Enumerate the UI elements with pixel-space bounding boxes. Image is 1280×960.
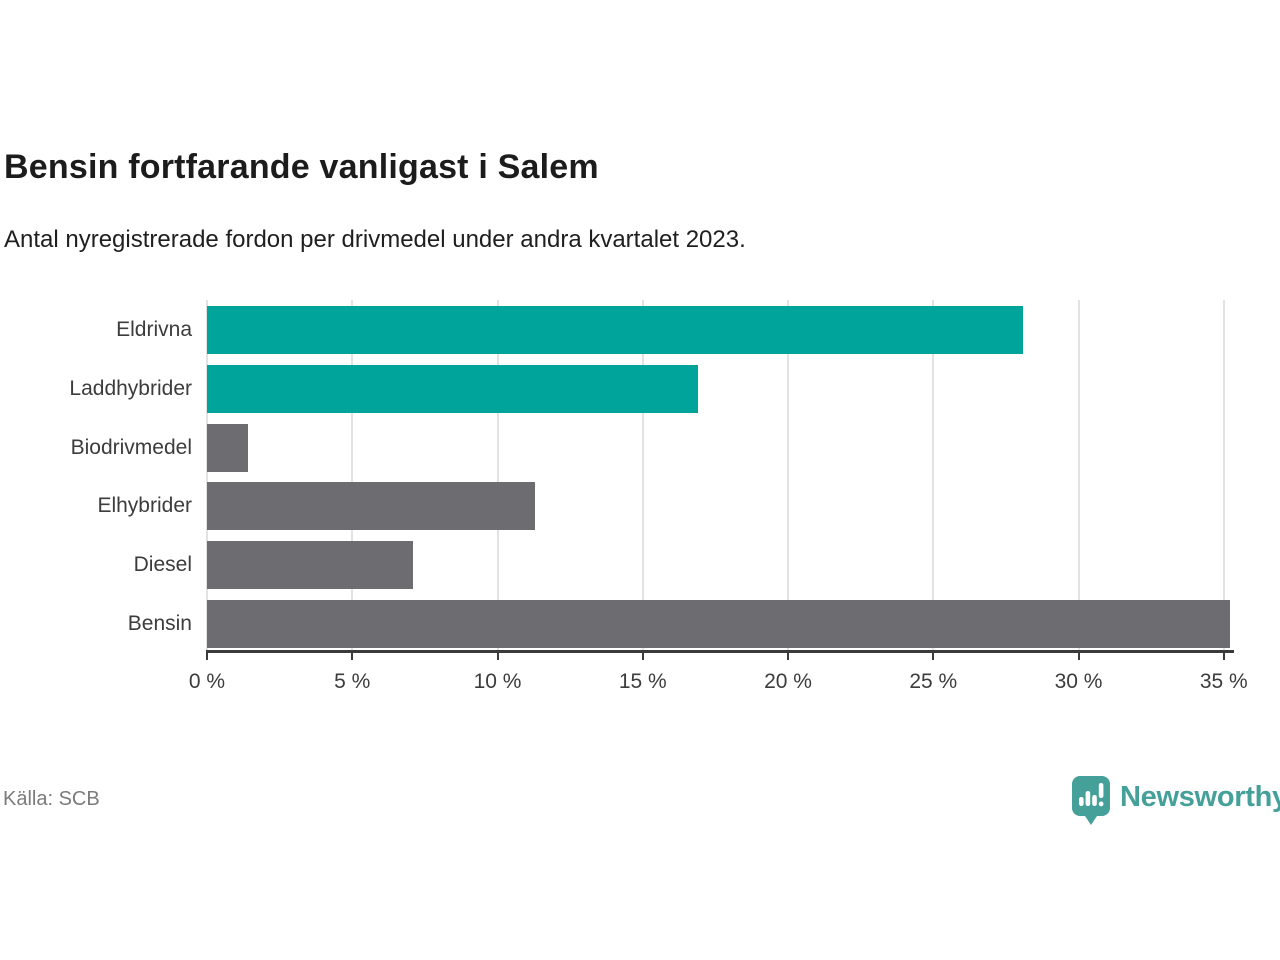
gridline: [206, 300, 208, 652]
x-axis-tick: [206, 650, 208, 660]
gridline: [1077, 300, 1080, 652]
bar: [207, 364, 698, 413]
x-axis-tick: [1077, 650, 1080, 660]
x-axis-tick-label: 0 %: [188, 670, 226, 693]
category-label: Bensin: [127, 612, 192, 635]
x-axis-tick: [641, 650, 644, 660]
bar: [207, 541, 414, 590]
chart-subtitle: Antal nyregistrerade fordon per drivmede…: [4, 226, 746, 253]
x-axis-tick-label: 20 %: [764, 670, 812, 693]
bar: [207, 423, 248, 472]
category-label: Laddhybrider: [69, 376, 192, 400]
category-label: Eldrivna: [116, 318, 192, 341]
x-axis-tick: [351, 650, 354, 660]
gridline: [641, 300, 644, 652]
x-axis-tick-label: 35 %: [1199, 670, 1248, 693]
x-axis-tick-label: 5 %: [334, 670, 371, 693]
x-axis-tick-label: 10 %: [473, 670, 522, 693]
x-axis-tick-label: 30 %: [1054, 670, 1103, 693]
x-axis-tick-label: 15 %: [618, 670, 667, 693]
gridline: [787, 300, 789, 652]
brand-name: Newsworthy: [1120, 781, 1280, 813]
gridline: [351, 300, 354, 652]
x-axis-line: [207, 650, 1234, 653]
brand-logo: Newsworthy: [1072, 776, 1280, 831]
gridline: [1222, 300, 1225, 652]
x-axis-tick: [787, 650, 789, 660]
gridline: [932, 300, 935, 652]
bar: [207, 600, 1230, 648]
bar: [207, 482, 536, 531]
category-label: Diesel: [133, 553, 192, 577]
category-label: Elhybrider: [97, 494, 192, 518]
x-axis-tick: [932, 650, 935, 660]
chart-title: Bensin fortfarande vanligast i Salem: [4, 148, 599, 186]
category-label: Biodrivmedel: [70, 435, 192, 459]
x-axis-tick: [1222, 650, 1225, 660]
bar: [207, 306, 1024, 354]
newsworthy-pin-barchart-icon: [1072, 776, 1110, 831]
gridline: [496, 300, 499, 652]
x-axis-tick: [496, 650, 499, 660]
source-note: Källa: SCB: [3, 788, 100, 810]
x-axis-tick-label: 25 %: [909, 670, 958, 693]
